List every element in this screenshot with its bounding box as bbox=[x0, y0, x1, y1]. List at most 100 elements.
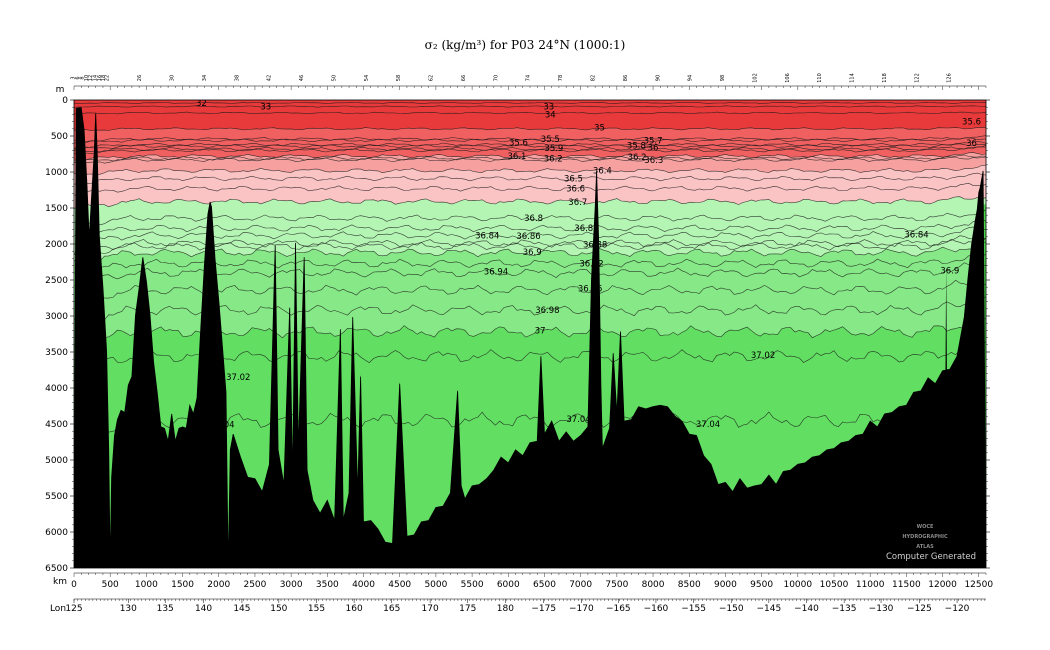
contour-label: 36.88 bbox=[583, 241, 607, 251]
km-tick-label: 12000 bbox=[928, 580, 957, 590]
contour-line bbox=[74, 296, 986, 322]
contour-label: 36.8 bbox=[524, 214, 543, 224]
seamount-spike bbox=[456, 388, 460, 489]
lon-tick-label: 145 bbox=[233, 604, 250, 614]
contour-label: 36.92 bbox=[579, 259, 603, 269]
contour-line bbox=[74, 316, 986, 348]
seamount-spike bbox=[293, 244, 297, 489]
station-label: 118 bbox=[882, 73, 888, 83]
contour-label: 36.1 bbox=[508, 152, 527, 162]
bathymetry-mask bbox=[74, 107, 986, 568]
chart-title: σ₂ (kg/m³) for P03 24°N (1000:1) bbox=[424, 38, 626, 52]
y-unit-label: m bbox=[56, 85, 65, 95]
contour-label: 36.86 bbox=[516, 232, 540, 242]
km-tick-label: 10000 bbox=[783, 580, 812, 590]
contour-label: 36.96 bbox=[578, 285, 602, 295]
km-tick-label: 6000 bbox=[497, 580, 520, 590]
contour-label: 36.7 bbox=[568, 198, 587, 208]
station-label: 78 bbox=[558, 75, 564, 81]
station-label: 3 bbox=[71, 76, 77, 79]
contour-line bbox=[74, 182, 986, 196]
contour-label: 37.04 bbox=[210, 421, 234, 431]
lon-tick-label: −140 bbox=[794, 604, 819, 614]
watermark-line: ATLAS bbox=[916, 544, 934, 550]
station-label: 22 bbox=[105, 75, 111, 81]
contour-line bbox=[74, 144, 986, 153]
y-tick-label: 1500 bbox=[45, 204, 68, 214]
axes: m050010001500200025003000350040004500500… bbox=[45, 73, 993, 614]
contour-label: 36.98 bbox=[535, 306, 559, 316]
station-label: 12 bbox=[88, 75, 94, 81]
y-tick-label: 4500 bbox=[45, 420, 68, 430]
lon-tick-label: −130 bbox=[869, 604, 894, 614]
station-label: 8 bbox=[79, 76, 85, 79]
contour-label: 37.02 bbox=[751, 351, 775, 361]
y-tick-label: 0 bbox=[62, 96, 68, 106]
contour-line bbox=[74, 253, 986, 276]
seamount-spike bbox=[539, 359, 543, 489]
station-label: 126 bbox=[947, 73, 953, 83]
station-label: 6 bbox=[75, 76, 81, 79]
contour-line bbox=[74, 279, 986, 303]
km-tick-label: 3500 bbox=[316, 580, 339, 590]
km-tick-label: 500 bbox=[102, 580, 119, 590]
contour-line bbox=[74, 135, 986, 142]
contour-line bbox=[74, 340, 986, 377]
contour-label: 35.5 bbox=[541, 135, 560, 145]
contour-label: 36.84 bbox=[475, 231, 499, 241]
station-label: 10 bbox=[84, 75, 90, 81]
km-tick-label: 4500 bbox=[388, 580, 411, 590]
y-tick-label: 5000 bbox=[45, 456, 68, 466]
y-tick-label: 3000 bbox=[45, 312, 68, 322]
km-tick-label: 9500 bbox=[750, 580, 773, 590]
station-label: 70 bbox=[493, 75, 499, 81]
y-tick-label: 6000 bbox=[45, 528, 68, 538]
lon-tick-label: 175 bbox=[459, 604, 476, 614]
lon-unit-label: Lon bbox=[50, 604, 66, 614]
watermark-line: WOCE bbox=[917, 524, 934, 530]
contour-label: 33 bbox=[543, 102, 554, 112]
y-tick-label: 2000 bbox=[45, 240, 68, 250]
y-tick-label: 1000 bbox=[45, 168, 68, 178]
contour-line bbox=[74, 111, 986, 115]
contour-line bbox=[74, 209, 986, 226]
contour-label: 36 bbox=[966, 139, 977, 149]
lon-tick-label: −120 bbox=[945, 604, 970, 614]
contour-label: 36 bbox=[648, 144, 659, 154]
contour-line bbox=[74, 172, 986, 185]
lon-tick-label: 140 bbox=[195, 604, 212, 614]
station-label: 86 bbox=[623, 75, 629, 81]
seamount-spike bbox=[944, 265, 948, 489]
contour-line bbox=[74, 241, 986, 262]
contour-label: 37.02 bbox=[226, 373, 250, 383]
contour-label: 36.84 bbox=[904, 231, 928, 241]
watermark-line: HYDROGRAPHIC bbox=[902, 534, 948, 540]
km-tick-label: 12500 bbox=[964, 580, 993, 590]
station-label: 18 bbox=[101, 75, 107, 81]
lon-tick-label: −160 bbox=[644, 604, 669, 614]
km-tick-label: 7500 bbox=[605, 580, 628, 590]
seamount-spike bbox=[273, 244, 277, 489]
km-tick-label: 0 bbox=[71, 580, 77, 590]
contour-label: 36.9 bbox=[940, 267, 959, 277]
lon-tick-label: 150 bbox=[270, 604, 287, 614]
km-tick-label: 8000 bbox=[642, 580, 665, 590]
lon-tick-label: −150 bbox=[719, 604, 744, 614]
km-tick-label: 9000 bbox=[714, 580, 737, 590]
lon-tick-label: 130 bbox=[120, 604, 137, 614]
contour-line bbox=[74, 262, 986, 288]
km-tick-label: 5500 bbox=[461, 580, 484, 590]
contour-line bbox=[74, 146, 986, 155]
contour-line bbox=[74, 137, 986, 144]
lon-tick-label: 155 bbox=[308, 604, 325, 614]
station-label: 62 bbox=[429, 75, 435, 81]
lon-tick-label: −145 bbox=[756, 604, 781, 614]
station-label: 38 bbox=[234, 75, 240, 81]
km-tick-label: 3000 bbox=[280, 580, 303, 590]
lon-tick-label: −175 bbox=[531, 604, 556, 614]
station-label: 50 bbox=[331, 75, 337, 81]
km-tick-label: 5000 bbox=[424, 580, 447, 590]
y-tick-label: 2500 bbox=[45, 276, 68, 286]
